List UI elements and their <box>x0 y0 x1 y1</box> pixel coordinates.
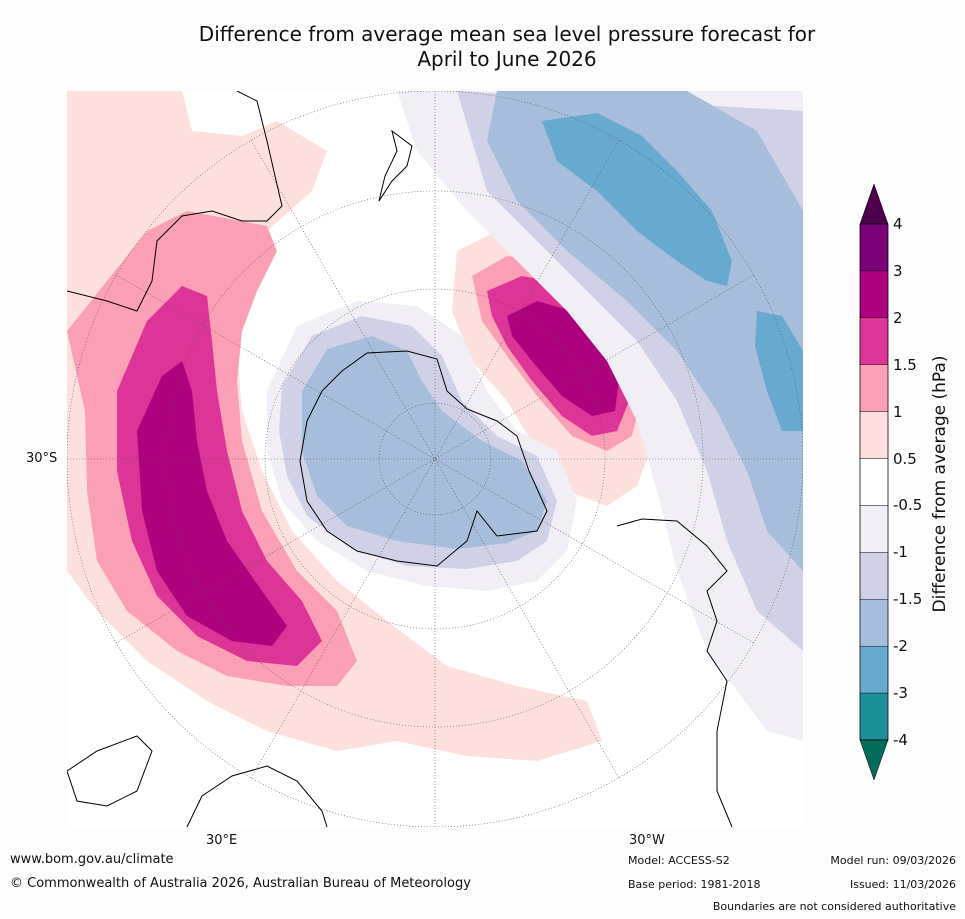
lon-label-30w: 30°W <box>629 833 665 848</box>
coastline-south-america <box>616 518 733 827</box>
colorbar-bin <box>859 552 889 600</box>
anomaly-contour-2-west <box>137 361 287 646</box>
coastline-antarctica <box>299 350 548 567</box>
colorbar-bins <box>859 223 889 741</box>
colorbar-tick-label: 4 <box>893 215 903 233</box>
footer-website: www.bom.gov.au/climate <box>10 852 174 867</box>
colorbar-under-arrow <box>859 739 889 781</box>
colorbar-label: Difference from average (hPa) <box>930 355 950 613</box>
colorbar-bin <box>859 223 889 272</box>
footer-model-run: Model run: 09/03/2026 <box>830 854 956 867</box>
coastlines <box>67 91 733 827</box>
colorbar-bin <box>859 599 889 647</box>
lon-label-30e: 30°E <box>206 833 238 848</box>
title-line-2: April to June 2026 <box>417 47 597 71</box>
colorbar-bin <box>859 692 889 741</box>
anomaly-contour-neg1.5-south <box>302 336 547 549</box>
colorbar-tick-label: 0.5 <box>893 449 917 468</box>
coastline-new-zealand <box>378 129 413 202</box>
colorbar-tick-label: 1 <box>893 402 903 421</box>
coastline-africa-south <box>186 765 328 827</box>
graticule <box>67 91 803 827</box>
chart-title: Difference from average mean sea level p… <box>0 22 965 72</box>
footer-model: Model: ACCESS-S2 <box>628 854 730 867</box>
lat-label-30s: 30°S <box>26 451 58 466</box>
anomaly-contour-2-east <box>507 301 619 416</box>
colorbar-bin <box>859 458 889 506</box>
footer-issued: Issued: 11/03/2026 <box>849 878 956 891</box>
colorbar-bin <box>859 364 889 412</box>
coastline-africa <box>67 735 153 807</box>
footer-base-period: Base period: 1981-2018 <box>628 878 761 891</box>
colorbar-tick-label: 3 <box>893 261 903 280</box>
colorbar-bin <box>859 505 889 553</box>
colorbar-bin <box>859 270 889 319</box>
coastline-australia <box>67 91 283 312</box>
colorbar-bin <box>859 645 889 694</box>
anomaly-contour-neg2-pacific <box>542 113 732 286</box>
colorbar-bin <box>859 317 889 365</box>
pressure-anomaly-map <box>67 91 803 827</box>
colorbar-tick-label: -1.5 <box>893 590 923 609</box>
colorbar-frame <box>859 223 889 741</box>
anomaly-contour-neg2-pacific-east <box>755 311 803 431</box>
colorbar-bin <box>859 411 889 459</box>
colorbar-tick-label: 1.5 <box>893 355 917 374</box>
colorbar-tick-label: -2 <box>893 637 908 656</box>
footer-copyright: © Commonwealth of Australia 2026, Austra… <box>10 876 471 891</box>
colorbar-tick-label: -4 <box>893 731 908 749</box>
colorbar-over-arrow <box>859 183 889 225</box>
colorbar-tick-label: -1 <box>893 543 908 562</box>
anomaly-contour-neg1.5-pacific <box>487 91 803 571</box>
footer-disclaimer: Boundaries are not considered authoritat… <box>712 900 956 913</box>
colorbar-tick-label: -0.5 <box>893 496 923 515</box>
colorbar-tick-label: 2 <box>893 308 903 327</box>
title-line-1: Difference from average mean sea level p… <box>198 22 816 46</box>
colorbar-tick-label: -3 <box>893 684 908 703</box>
